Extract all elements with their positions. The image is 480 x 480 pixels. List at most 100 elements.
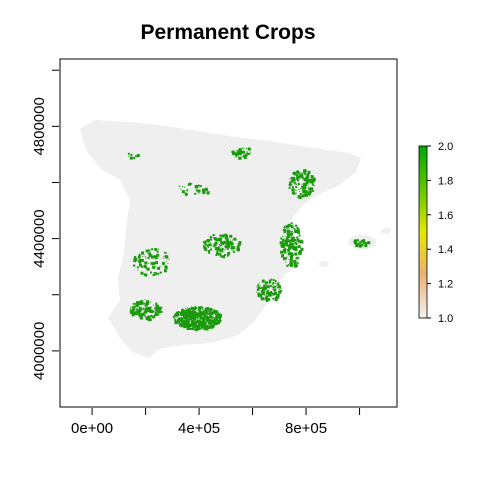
crop-cell [268, 279, 271, 282]
crop-cell [233, 151, 235, 153]
crop-cell [278, 290, 281, 294]
crop-cell [204, 243, 207, 246]
crop-cell [237, 150, 240, 153]
crop-cell [297, 230, 300, 234]
crop-cell [256, 291, 258, 293]
crop-cell [220, 255, 223, 258]
crop-cell [242, 147, 243, 149]
crop-cell [223, 249, 225, 251]
crop-cell [189, 312, 191, 315]
crop-cell [293, 192, 296, 195]
crop-cell [224, 233, 228, 237]
crop-cell [288, 186, 291, 189]
crop-cell [154, 311, 157, 314]
crop-cell [198, 320, 202, 324]
crop-cell [183, 322, 187, 326]
crop-cell [280, 237, 283, 240]
x-tick-label: 8e+05 [285, 420, 327, 437]
crop-cell [268, 294, 270, 296]
crop-cell [358, 243, 361, 246]
crop-cell [152, 265, 156, 269]
crop-cell [161, 307, 163, 309]
crop-cell [200, 306, 203, 309]
crop-cell [224, 239, 226, 241]
crop-cell [208, 191, 210, 192]
crop-cell [208, 251, 211, 254]
crop-cell [141, 251, 144, 255]
crop-cell [129, 308, 131, 310]
crop-cell [198, 314, 200, 317]
crop-cell [302, 195, 304, 196]
y-tick-label: 4800000 [31, 97, 48, 155]
crop-cell [215, 238, 219, 242]
crop-cell [195, 316, 197, 318]
crop-cell [132, 311, 136, 315]
crop-cell [309, 189, 312, 192]
crop-cell [144, 255, 146, 257]
crop-cell [179, 185, 181, 187]
crop-cell [294, 258, 296, 260]
crop-cell [187, 323, 191, 327]
crop-cell [285, 237, 289, 241]
crop-cell [271, 295, 273, 297]
crop-cell [186, 327, 190, 330]
crop-cell [302, 172, 304, 174]
crop-cell [163, 255, 165, 257]
crop-cell [187, 314, 191, 318]
crop-cell [290, 230, 293, 233]
crop-cell [204, 240, 207, 243]
crop-cell [273, 285, 276, 288]
crop-cell [297, 238, 299, 240]
crop-cell [146, 267, 147, 269]
crop-cell [197, 327, 201, 331]
crop-cell [162, 257, 164, 259]
crop-cell [227, 251, 231, 255]
island-ibiza [319, 261, 329, 267]
crop-cell [258, 282, 260, 284]
crop-cell [215, 254, 218, 256]
crop-cell [214, 312, 217, 315]
crop-cell [198, 311, 199, 313]
crop-cell [282, 245, 285, 248]
crop-cell [307, 190, 310, 193]
crop-cell [308, 178, 311, 181]
crop-cell [179, 322, 182, 326]
crop-cell [185, 308, 187, 310]
crop-cell [275, 286, 277, 288]
crop-cluster-rioja-navarra [231, 147, 251, 160]
crop-cell [203, 242, 206, 245]
crop-cell [295, 186, 298, 189]
crop-cell [216, 252, 218, 255]
crop-cell [222, 234, 225, 237]
crop-cell [282, 243, 286, 246]
crop-cell [355, 244, 359, 248]
crop-cell [138, 306, 140, 308]
crop-cell [307, 176, 309, 179]
crop-cell [144, 307, 148, 311]
crop-cell [286, 235, 290, 239]
crop-cell [296, 257, 299, 260]
crop-cell [283, 240, 286, 243]
crop-cell [288, 183, 292, 187]
crop-cell [147, 316, 151, 320]
crop-cell [269, 287, 271, 289]
crop-cell [246, 151, 248, 153]
crop-cell [186, 307, 188, 309]
crop-cell [299, 173, 302, 176]
crop-cell [280, 245, 282, 247]
crop-cell [207, 312, 210, 315]
crop-cell [180, 188, 182, 190]
crop-cell [145, 257, 147, 259]
crop-cell [298, 178, 300, 180]
crop-cell [226, 247, 229, 250]
colorbar-gradient [418, 145, 428, 319]
crop-cell [164, 252, 167, 254]
crop-cell [227, 241, 230, 243]
crop-cell [229, 242, 233, 246]
crop-cell [296, 173, 299, 176]
crop-cell [174, 319, 177, 322]
crop-cell [288, 246, 292, 250]
crop-cell [192, 326, 195, 329]
crop-cell [143, 314, 146, 317]
crop-cell [208, 242, 210, 244]
